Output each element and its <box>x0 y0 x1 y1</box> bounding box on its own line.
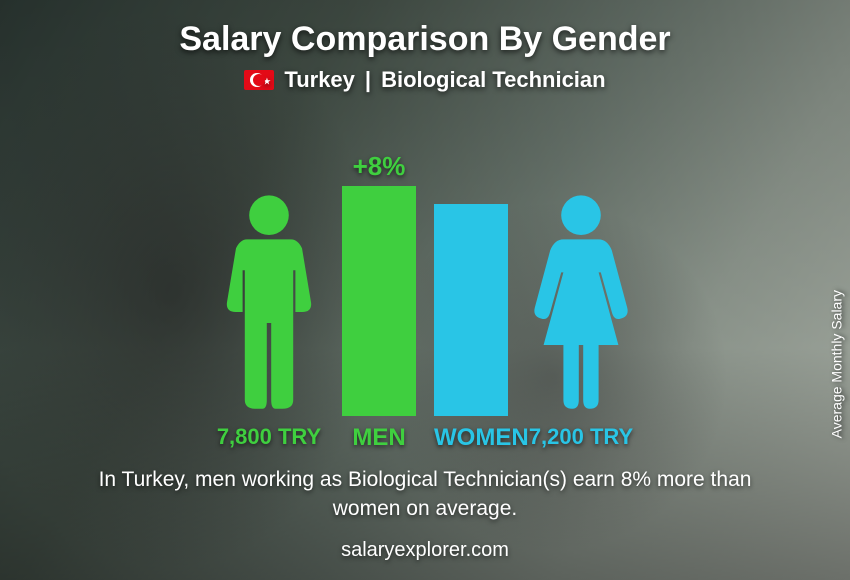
women-icon-column <box>526 186 636 416</box>
labels-row: 7,800 TRY MEN WOMEN 7,200 TRY <box>214 424 636 452</box>
country-label: Turkey <box>284 67 355 93</box>
occupation-label: Biological Technician <box>381 67 606 93</box>
men-icon-column <box>214 186 324 416</box>
men-label: MEN <box>342 424 416 452</box>
footer-link[interactable]: salaryexplorer.com <box>341 539 509 562</box>
men-bar-column: +8% <box>342 151 416 416</box>
description-text: In Turkey, men working as Biological Tec… <box>65 466 785 523</box>
content-container: Salary Comparison By Gender ★ Turkey | B… <box>0 0 850 580</box>
women-salary-label: 7,200 TRY <box>526 424 636 452</box>
women-bar <box>434 204 508 416</box>
separator: | <box>365 67 371 93</box>
woman-icon <box>526 186 636 416</box>
men-bar <box>342 186 416 416</box>
men-salary-label: 7,800 TRY <box>214 424 324 452</box>
women-label: WOMEN <box>434 424 508 452</box>
man-icon <box>214 186 324 416</box>
women-bar-column <box>434 204 508 416</box>
chart-area: +8% <box>40 109 810 416</box>
flag-turkey-icon: ★ <box>244 70 274 90</box>
page-title: Salary Comparison By Gender <box>179 20 670 59</box>
subtitle-row: ★ Turkey | Biological Technician <box>244 67 605 93</box>
delta-label: +8% <box>353 151 406 182</box>
